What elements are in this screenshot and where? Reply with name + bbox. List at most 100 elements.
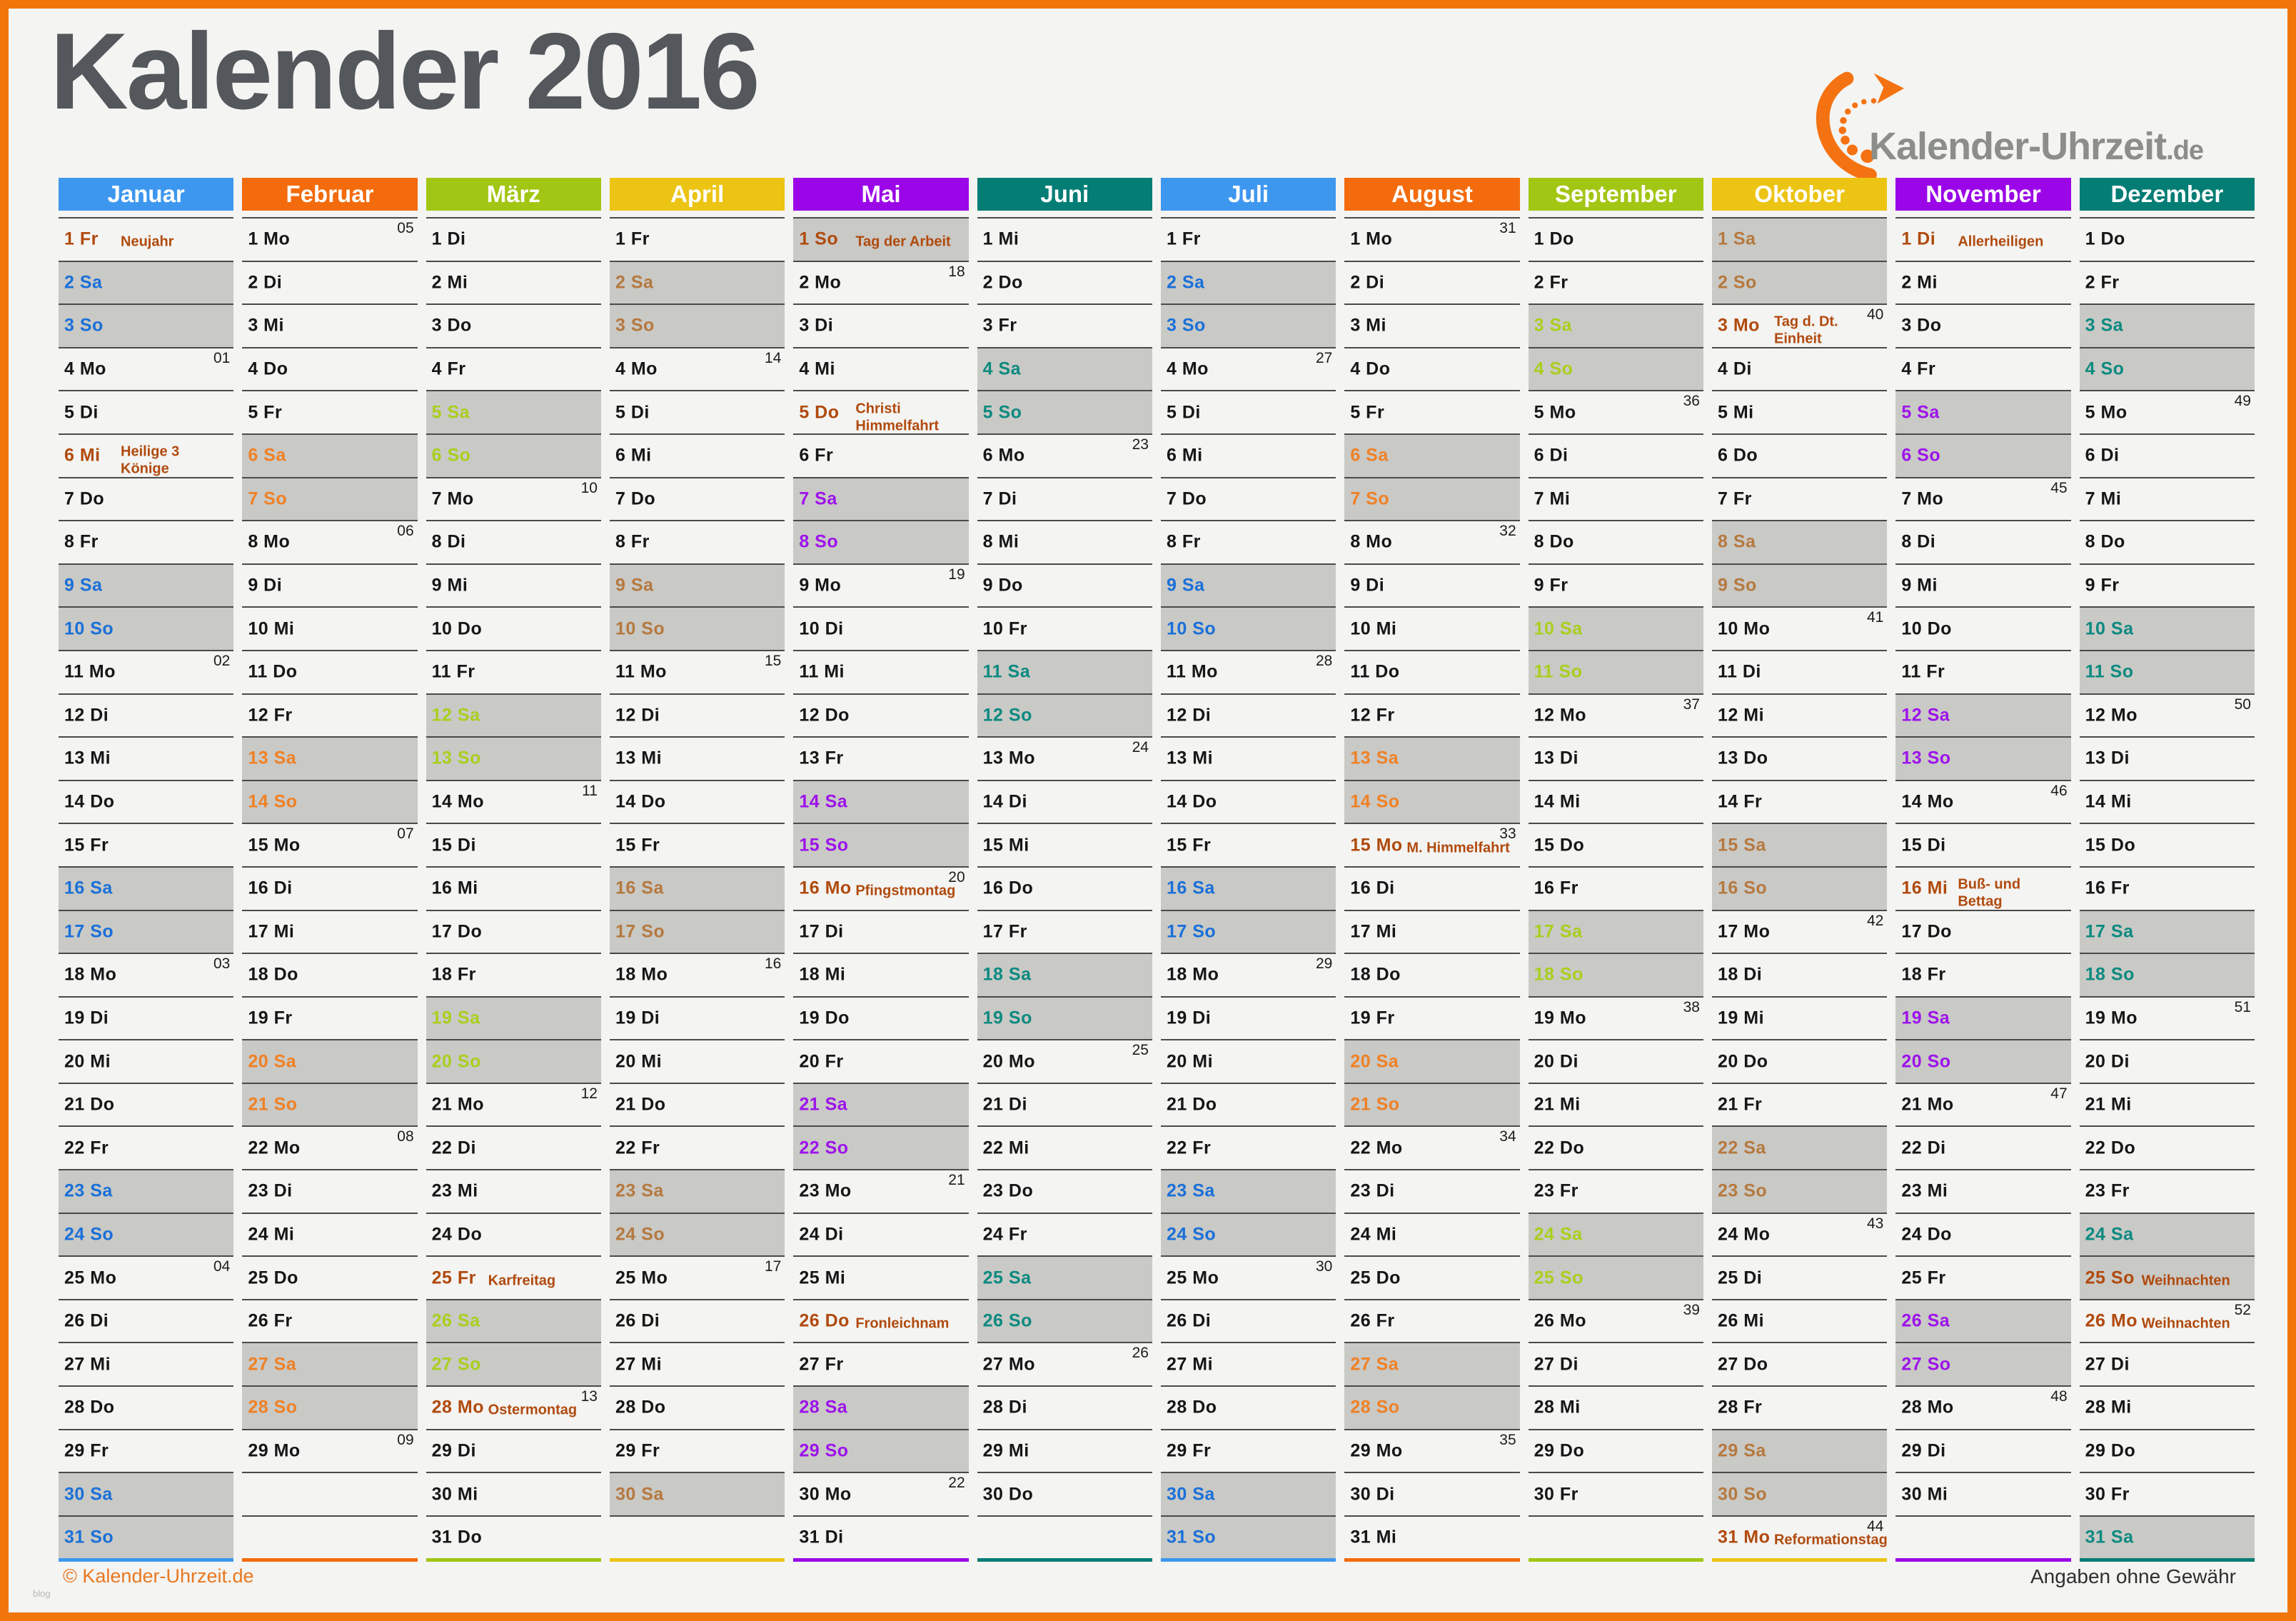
day-label: 28 Do [64,1397,115,1417]
day-row: 22 Di [426,1127,601,1171]
day-label: 3 Mi [248,315,284,336]
empty-row [242,1473,418,1517]
day-label: 16 Di [248,878,293,898]
day-row: 30 Di [1344,1473,1520,1517]
day-row: 15 Sa [1711,824,1888,868]
day-label: 16 Mo [799,878,852,898]
day-row: 23 Sa [609,1170,785,1214]
day-row: 22 Fr [1160,1127,1336,1171]
day-label: 26 Di [64,1310,109,1331]
day-label: 28 Do [615,1397,666,1417]
day-row: 21 Do [59,1084,234,1128]
day-row: 10 Sa [1528,608,1703,651]
day-row: 19 Mo 51 [2079,998,2255,1041]
day-label: 7 Fr [1717,488,1752,509]
week-number: 05 [397,220,414,236]
day-label: 9 Mi [431,575,468,596]
day-label: 1 Sa [1717,229,1756,249]
day-label: 27 Di [2085,1354,2130,1375]
day-row: 2 Sa [1160,261,1336,306]
day-label: 7 So [248,488,288,509]
day-row: 26 Sa [426,1300,601,1344]
day-row: 7 Mi [1528,478,1703,522]
day-row: 14 Do [59,781,234,825]
day-row: 18 Do [242,954,418,998]
day-row: 11 Mo 28 [1160,651,1336,695]
day-label: 11 Mo [615,661,667,682]
day-label: 27 So [1901,1354,1951,1375]
day-label: 5 Do [799,402,840,423]
day-row: 6 Di [2079,435,2255,478]
day-row: 25 Do [242,1257,418,1300]
day-label: 23 Mi [1901,1180,1948,1201]
day-label: 11 Do [1350,661,1400,682]
day-row: 26 Mo 39 [1528,1300,1703,1344]
day-label: 4 Fr [1901,358,1936,379]
week-number: 48 [2050,1388,2068,1405]
month-underline [426,1558,601,1562]
empty-row [977,1517,1152,1560]
week-number: 16 [764,955,782,973]
day-row: 29 Mi [977,1430,1152,1474]
week-number: 33 [1499,825,1516,843]
day-label: 22 Di [1901,1138,1946,1158]
day-label: 6 So [431,445,471,466]
day-row: 11 Do [242,651,418,695]
week-number: 14 [764,349,782,366]
day-row: 27 Di [2079,1343,2255,1387]
day-label: 31 So [64,1527,114,1547]
week-number: 47 [2050,1085,2068,1102]
day-row: 9 Mi [426,565,601,608]
day-row: 22 Mo 08 [242,1127,418,1171]
holiday-label: Ostermontag [488,1402,578,1418]
day-label: 21 So [248,1094,298,1115]
day-label: 2 Sa [615,272,654,293]
month-body: 1 Mo 31 2 Di 3 Mi 4 Do 5 Fr 6 Sa 7 So 8 Mo 32 9 Di… [1344,217,1520,1560]
day-label: 21 Do [1166,1094,1217,1115]
day-row: 31 Sa [2079,1516,2255,1560]
day-row: 24 Di [793,1214,969,1258]
day-label: 8 Do [2085,531,2125,552]
day-label: 15 Fr [615,835,660,855]
day-row: 23 Do [977,1170,1152,1214]
day-label: 23 So [1717,1180,1768,1201]
day-row: 20 Sa [1344,1040,1520,1084]
day-row: 25 Mo 30 [1160,1257,1336,1300]
day-row: 20 So [426,1040,601,1084]
day-label: 9 So [1717,575,1757,596]
day-label: 1 Mi [982,229,1019,249]
month-column-oktober: Oktober 1 Sa 2 So 3 Mo Tag d. Dt. Einheit 40 4… [1711,178,1888,1562]
month-header: Juni [977,178,1152,211]
day-row: 9 So [1711,564,1888,608]
day-label: 12 Fr [1350,705,1395,726]
day-label: 7 So [1350,488,1390,509]
day-row: 27 Sa [1344,1343,1520,1387]
day-label: 19 Sa [431,1008,480,1028]
day-label: 18 So [1534,964,1583,985]
day-row: 3 Di [793,305,969,348]
month-column-januar: Januar 1 Fr Neujahr 2 Sa 3 So 4 Mo 01 5 Di 6 Mi H… [59,178,234,1562]
day-row: 12 Mi [1711,695,1888,738]
day-row: 31 Di [793,1517,969,1560]
holiday-label: M. Himmelfahrt [1406,839,1510,855]
day-label: 9 Mi [1901,575,1938,596]
day-label: 29 Mo [1350,1440,1403,1461]
day-label: 30 Sa [1166,1484,1215,1505]
day-label: 8 Mi [982,531,1019,552]
day-row: 27 Di [1528,1343,1703,1387]
day-row: 13 Di [2079,738,2255,781]
holiday-label: Weihnachten [2141,1272,2230,1288]
day-row: 17 Mi [242,911,418,955]
day-label: 5 Sa [431,402,470,423]
day-label: 12 Mo [2085,705,2138,726]
day-row: 29 Fr [609,1430,785,1474]
day-row: 29 Mo 35 [1344,1430,1520,1474]
day-row: 5 Di [609,391,785,435]
day-row: 18 Mo 16 [609,954,785,998]
day-row: 9 Do [977,565,1152,608]
day-label: 16 Mi [1901,878,1948,898]
week-number: 11 [582,782,598,799]
day-label: 16 Sa [64,878,113,898]
day-label: 23 Di [1350,1180,1395,1201]
week-number: 32 [1499,523,1516,540]
